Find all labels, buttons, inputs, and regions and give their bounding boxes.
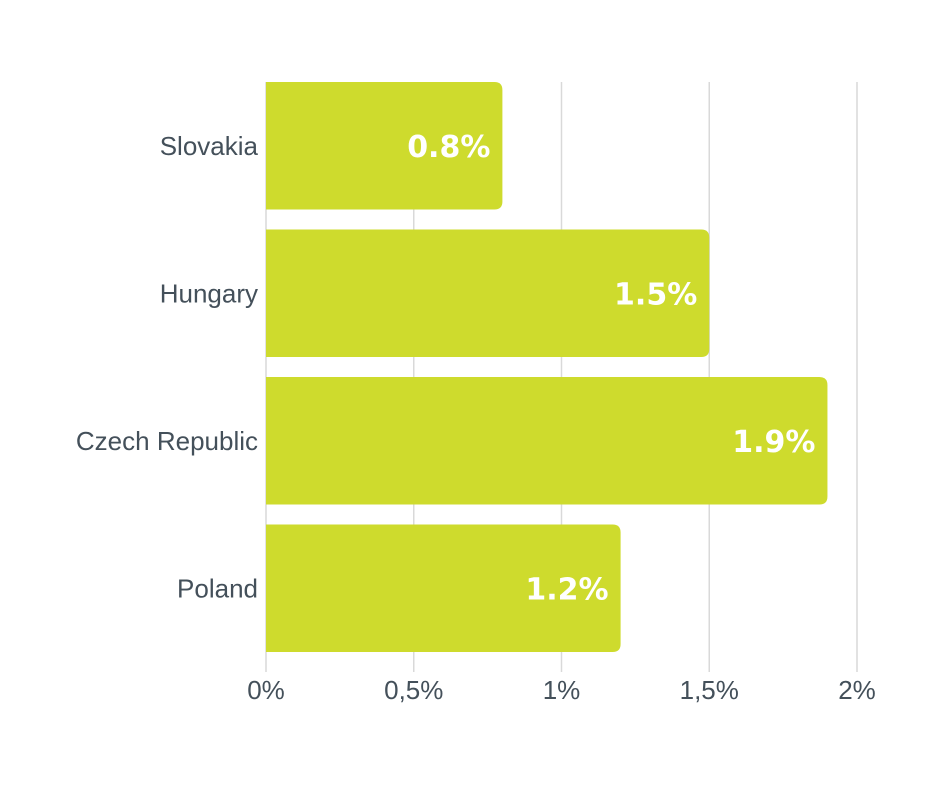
- category-label: Slovakia: [160, 131, 259, 161]
- bar: [266, 229, 710, 357]
- category-labels: Slovakia Hungary Czech Republic Poland: [76, 131, 259, 604]
- bar-value-label: 0.8%: [407, 130, 490, 165]
- bar-value-label: 1.9%: [732, 425, 815, 460]
- category-label: Czech Republic: [76, 426, 258, 456]
- value-labels: 0.8% 1.5% 1.9% 1.2%: [407, 130, 815, 608]
- bar: [266, 524, 621, 652]
- category-label: Hungary: [160, 278, 258, 308]
- bar: [266, 377, 828, 505]
- x-tick-label: 0%: [247, 675, 285, 705]
- bars: [266, 82, 828, 652]
- x-axis-tick-labels: 0% 0,5% 1% 1,5% 2%: [247, 675, 876, 705]
- x-tick-label: 0,5%: [384, 675, 443, 705]
- x-tick-label: 2%: [838, 675, 876, 705]
- x-tick-label: 1,5%: [680, 675, 739, 705]
- bar-value-label: 1.5%: [614, 277, 697, 312]
- bar: [266, 82, 503, 210]
- x-tick-label: 1%: [543, 675, 581, 705]
- bar-value-label: 1.2%: [525, 572, 608, 607]
- category-label: Poland: [177, 573, 258, 603]
